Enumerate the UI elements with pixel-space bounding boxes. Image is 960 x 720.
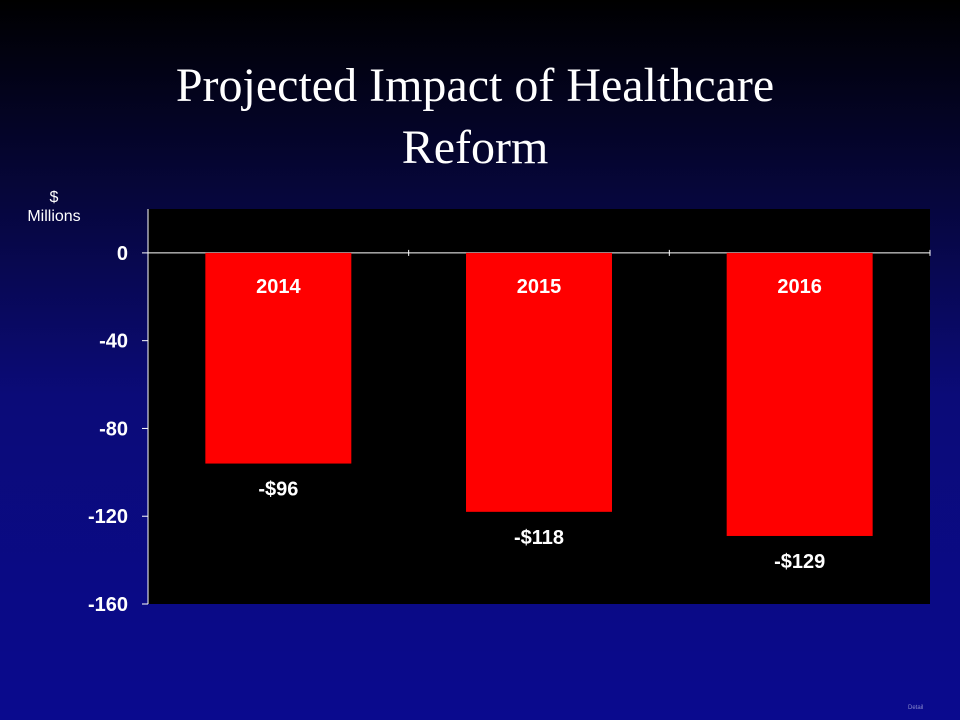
unit-text: Millions (27, 208, 81, 225)
y-tick-label: -40 (99, 331, 128, 353)
y-tick-label: -80 (99, 418, 128, 440)
y-axis-unit-label: $ Millions (14, 188, 94, 226)
title-line-2: Reform (401, 121, 549, 174)
data-label: -$129 (774, 551, 825, 573)
bar (205, 252, 352, 464)
y-tick-label: -160 (88, 594, 128, 616)
y-tick-label: -120 (88, 506, 128, 528)
category-label: 2015 (517, 276, 562, 298)
page-title: Projected Impact of Healthcare Reform (60, 55, 890, 179)
data-label: -$118 (514, 527, 564, 549)
title-line-1: Projected Impact of Healthcare (175, 59, 775, 112)
data-label: -$96 (258, 479, 298, 501)
category-label: 2014 (256, 276, 301, 298)
category-label: 2016 (777, 276, 822, 298)
footer-note: Detail (908, 705, 924, 711)
y-tick-label: 0 (117, 243, 128, 265)
bar (726, 252, 873, 536)
unit-symbol: $ (49, 189, 59, 206)
bar (466, 252, 612, 512)
